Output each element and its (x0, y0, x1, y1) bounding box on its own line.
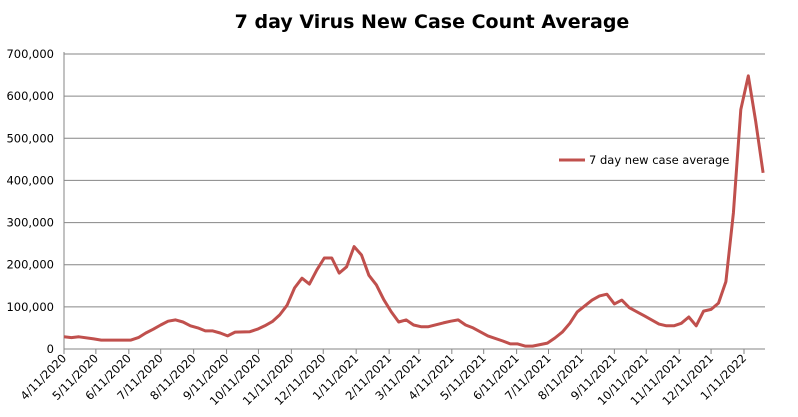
series-line (63, 74, 765, 348)
legend-label: 7 day new case average (589, 153, 729, 167)
y-tick-label: 600,000 (6, 89, 54, 103)
y-tick-label: 100,000 (6, 300, 54, 314)
y-tick-label: 0 (47, 342, 54, 356)
y-axis: 0 100,000 200,000 300,000 400,000 500,000 600,… (6, 47, 65, 356)
chart-title: 7 day Virus New Case Count Average (235, 11, 630, 33)
y-tick-label: 400,000 (6, 173, 54, 187)
y-tick-label: 500,000 (6, 131, 54, 145)
y-tick-label: 300,000 (6, 216, 54, 230)
y-tick-label: 700,000 (6, 47, 54, 61)
series-group (63, 74, 765, 348)
y-tick-label: 200,000 (6, 258, 54, 272)
gridlines (64, 53, 765, 308)
x-axis: 4/11/20205/11/20206/11/20207/11/20208/11… (18, 348, 765, 408)
legend: 7 day new case average (559, 153, 729, 167)
